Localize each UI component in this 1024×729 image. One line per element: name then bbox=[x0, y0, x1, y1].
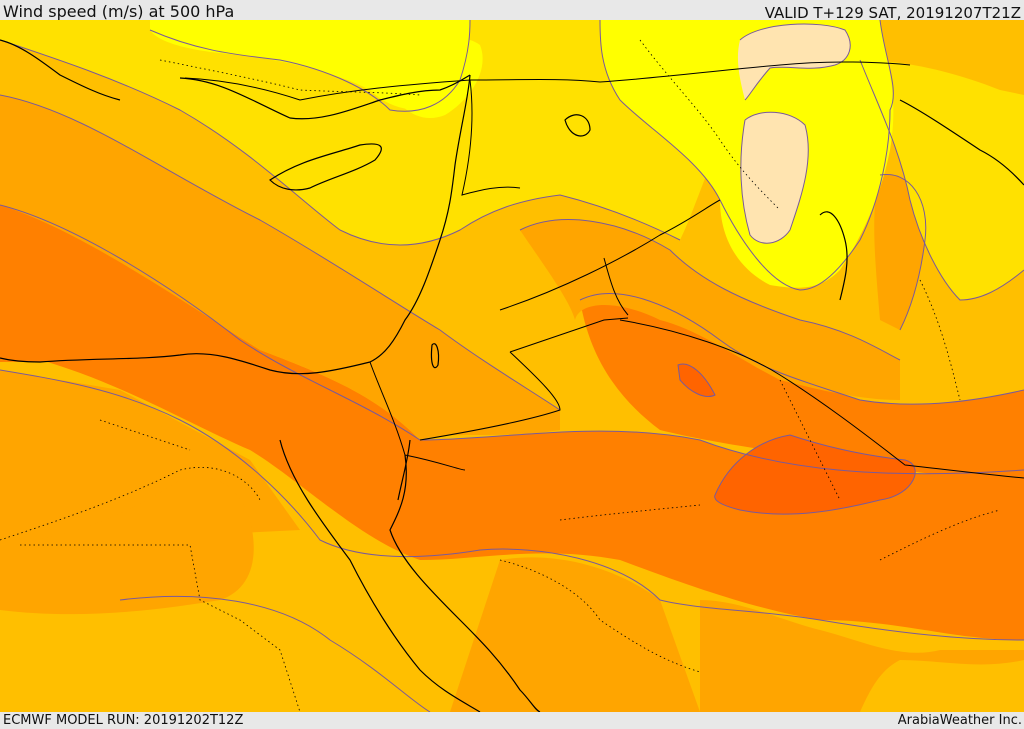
jet-band-west bbox=[0, 205, 260, 362]
border-line bbox=[184, 61, 911, 101]
contour-line bbox=[714, 434, 916, 515]
admin-line bbox=[879, 509, 1001, 561]
contour-line bbox=[677, 363, 716, 397]
admin-line bbox=[159, 59, 421, 96]
admin-boundaries bbox=[0, 39, 1001, 712]
egypt-north-coast bbox=[0, 353, 371, 375]
calm-pale-1 bbox=[737, 24, 851, 101]
admin-line bbox=[0, 466, 261, 541]
shoulder-north bbox=[0, 95, 560, 440]
border-line bbox=[499, 199, 721, 311]
contour-line bbox=[519, 219, 901, 361]
contour-line bbox=[879, 173, 927, 331]
southeast-gold bbox=[860, 660, 1024, 712]
lake-urmia bbox=[564, 114, 591, 137]
levant-coast bbox=[369, 74, 471, 363]
contour-line bbox=[740, 111, 809, 244]
dead-sea bbox=[430, 343, 440, 369]
caspian-west bbox=[819, 211, 848, 301]
contour-line bbox=[719, 20, 894, 291]
contour-line bbox=[599, 20, 721, 201]
map-title: Wind speed (m/s) at 500 hPa bbox=[3, 2, 235, 21]
contour-line bbox=[0, 94, 561, 411]
red-sea-east bbox=[389, 454, 541, 712]
red-sea-west bbox=[279, 439, 481, 712]
persian-gulf bbox=[899, 99, 1024, 186]
border-line bbox=[369, 361, 466, 471]
admin-line bbox=[499, 559, 701, 673]
model-run-label: ECMWF MODEL RUN: 20191202T12Z bbox=[3, 713, 244, 728]
admin-line bbox=[99, 419, 191, 451]
jet-core-east bbox=[580, 293, 1024, 480]
turkey-south-coast bbox=[179, 74, 471, 120]
border-line bbox=[461, 79, 521, 196]
cyprus bbox=[269, 143, 382, 191]
south-calm-band bbox=[120, 596, 430, 712]
border-line bbox=[619, 319, 1024, 479]
footer-bar bbox=[0, 712, 1024, 729]
header-bar bbox=[0, 0, 1024, 20]
contour-line bbox=[579, 293, 1024, 405]
southcentral-band bbox=[450, 557, 700, 712]
contour-line bbox=[739, 23, 851, 101]
contour-line bbox=[119, 595, 431, 712]
east-gold bbox=[860, 60, 1024, 300]
central-yellow bbox=[380, 38, 483, 118]
jet-band-orange bbox=[0, 205, 1024, 640]
admin-line bbox=[20, 544, 301, 712]
shoulder-central bbox=[520, 219, 900, 400]
small-max-patch bbox=[678, 364, 715, 397]
calm-pale-2 bbox=[740, 112, 809, 244]
border-line bbox=[419, 351, 561, 441]
admin-line bbox=[559, 504, 701, 521]
wind-speed-map bbox=[0, 20, 1024, 712]
border-line bbox=[509, 317, 629, 353]
coastlines bbox=[0, 39, 1024, 712]
contour-line bbox=[0, 369, 1024, 641]
jet-max-core bbox=[714, 435, 916, 515]
levant-gold bbox=[0, 20, 749, 245]
admin-line bbox=[919, 279, 961, 401]
contour-line bbox=[859, 59, 1024, 301]
wind-contours bbox=[0, 20, 1024, 712]
valid-time-label: VALID T+129 SAT, 20191207T21Z bbox=[764, 4, 1021, 22]
contour-line bbox=[0, 39, 681, 246]
admin-line bbox=[779, 379, 841, 501]
country-borders bbox=[184, 61, 1024, 479]
sw-orange-patch bbox=[0, 477, 254, 615]
border-line bbox=[603, 257, 629, 316]
credit-label: ArabiaWeather Inc. bbox=[897, 713, 1022, 728]
gulf-of-aqaba bbox=[397, 439, 411, 501]
aegean-coast bbox=[0, 39, 121, 101]
contour-line bbox=[0, 204, 1024, 475]
east-orange-lobe bbox=[874, 174, 926, 330]
